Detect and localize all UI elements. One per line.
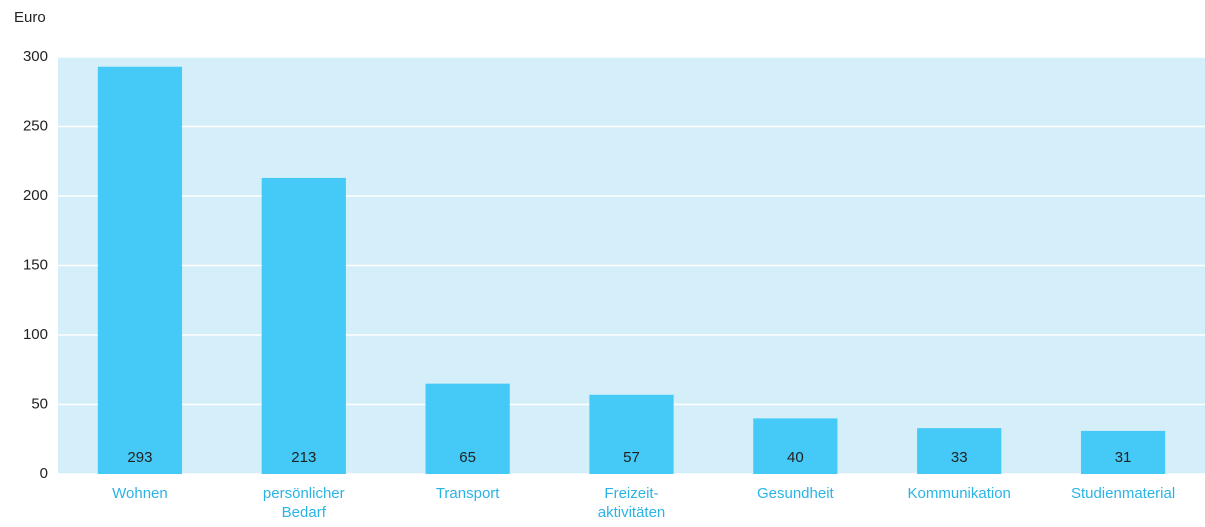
x-tick-label: Freizeit-aktivitäten (597, 485, 666, 521)
bar (425, 383, 510, 474)
x-tick-label: Wohnen (112, 485, 168, 502)
value-label: 31 (1115, 449, 1132, 466)
bar (1080, 430, 1166, 474)
bar (589, 394, 674, 474)
y-tick-label: 50 (31, 395, 48, 412)
value-label: 33 (951, 449, 968, 466)
x-tick-label: Transport (435, 485, 500, 502)
value-label: 293 (127, 449, 152, 466)
bar (97, 66, 183, 474)
value-label: 40 (787, 449, 804, 466)
x-tick-label: Gesundheit (756, 485, 834, 502)
bar (917, 428, 1002, 474)
bar (753, 418, 838, 474)
value-label: 213 (291, 449, 316, 466)
bar (261, 177, 346, 474)
y-tick-label: 150 (23, 256, 48, 273)
x-tick-label: Studienmaterial (1070, 485, 1176, 502)
x-tick-label: Kommunikation (907, 485, 1011, 502)
y-tick-label: 200 (23, 187, 48, 204)
y-axis-label: Euro (14, 9, 46, 26)
y-tick-label: 250 (23, 117, 48, 134)
value-label: 57 (623, 449, 640, 466)
y-tick-label: 300 (23, 48, 48, 65)
y-tick-label: 0 (40, 465, 48, 482)
y-tick-label: 100 (23, 326, 48, 343)
x-tick-label: persönlicher Bedarf (262, 485, 345, 521)
value-label: 65 (459, 449, 476, 466)
